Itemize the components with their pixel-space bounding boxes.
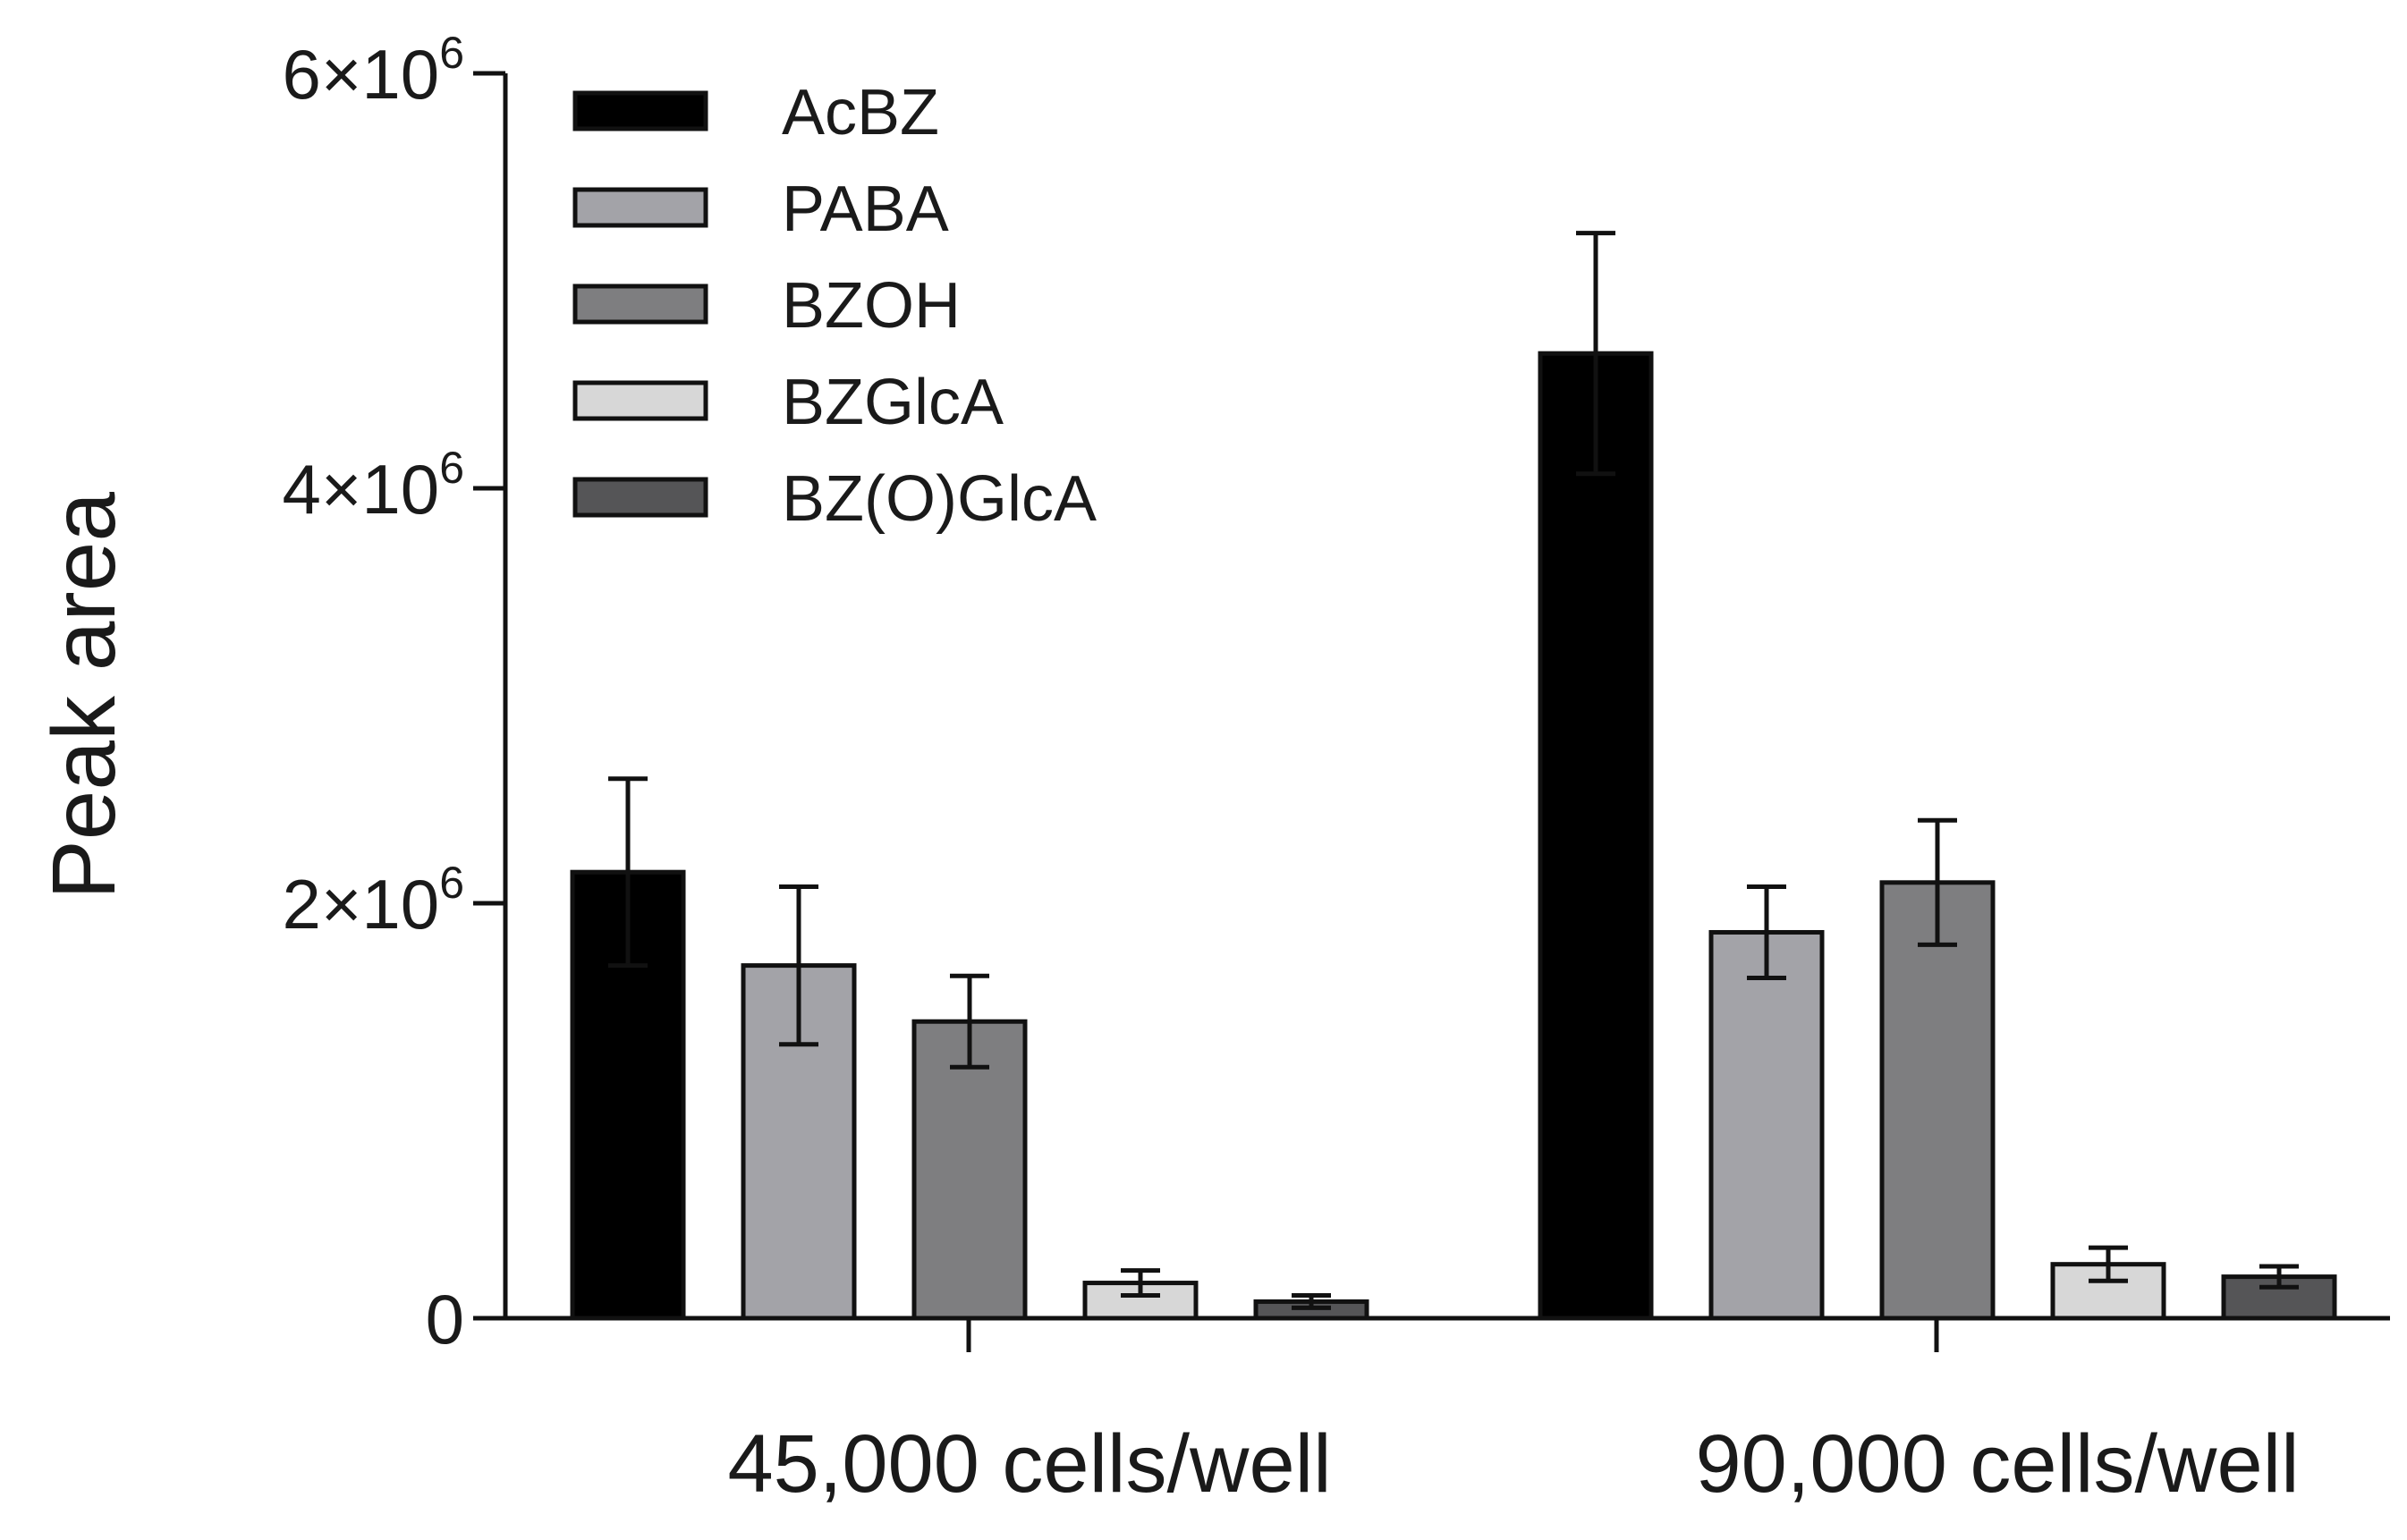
legend-swatch-bzglca bbox=[572, 380, 708, 421]
legend-swatch-paba bbox=[572, 187, 708, 228]
legend-label-1: AcBZ bbox=[782, 77, 939, 148]
legend-label-4: BZGlcA bbox=[782, 367, 1004, 438]
y-tick-label-2: 2×106 bbox=[282, 858, 464, 943]
y-tick-label-1: 0 bbox=[426, 1280, 464, 1358]
bar-acbz-2 bbox=[1538, 351, 1654, 1321]
y-tick-label-exponent-2: 6 bbox=[439, 858, 464, 908]
legend: AcBZ PABA BZOH BZGlcA BZ(O)GlcA bbox=[572, 77, 1097, 535]
legend-swatch-acbz bbox=[572, 90, 708, 131]
legend-swatch-bzoh bbox=[572, 283, 708, 325]
x-category-label-1: 45,000 cells/well bbox=[727, 1418, 1331, 1510]
y-tick-label-exponent-4: 6 bbox=[439, 28, 464, 78]
y-tick-label-main-3: 4×10 bbox=[282, 450, 439, 529]
legend-label-5: BZ(O)GlcA bbox=[782, 463, 1097, 535]
legend-label-3: BZOH bbox=[782, 270, 961, 342]
x-category-label-2: 90,000 cells/well bbox=[1695, 1418, 2299, 1510]
bars-layer bbox=[570, 231, 2337, 1321]
y-tick-label-4: 6×106 bbox=[282, 28, 464, 114]
legend-swatch-bz-o-glca bbox=[572, 477, 708, 518]
legend-label-2: PABA bbox=[782, 173, 949, 245]
y-tick-label-main-2: 2×10 bbox=[282, 865, 439, 943]
y-tick-label-3: 4×106 bbox=[282, 443, 464, 529]
y-tick-label-exponent-3: 6 bbox=[439, 443, 464, 493]
y-tick-label-main-4: 6×10 bbox=[282, 35, 439, 114]
bar-bzoh-2 bbox=[1879, 880, 1996, 1321]
y-tick-label-main-1: 0 bbox=[426, 1280, 464, 1358]
y-axis-title: Peak area bbox=[34, 492, 134, 900]
bar-paba-2 bbox=[1708, 929, 1825, 1321]
